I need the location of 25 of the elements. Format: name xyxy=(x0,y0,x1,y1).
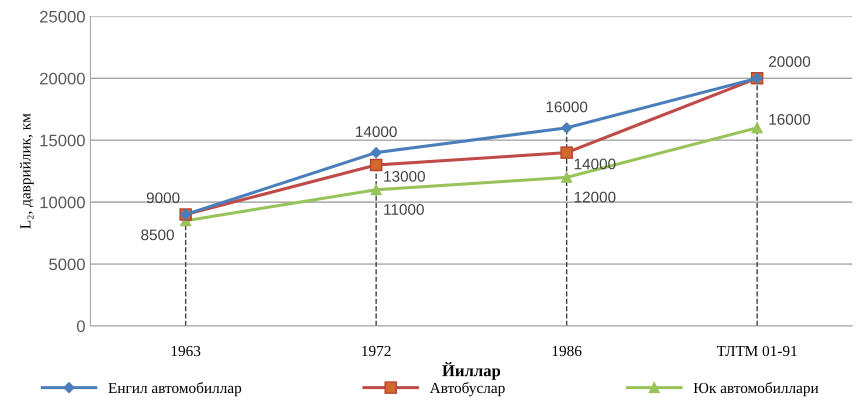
y-tick-label: 10000 xyxy=(40,196,85,208)
data-label: 9000 xyxy=(146,192,180,204)
y-axis-title: L₂, даврийлик, км xyxy=(20,114,34,229)
data-label: 11000 xyxy=(384,204,424,215)
legend-label: Автобуслар xyxy=(430,382,505,396)
data-label: 16000 xyxy=(769,114,810,125)
data-label: 14000 xyxy=(574,158,616,170)
data-label: 14000 xyxy=(356,126,397,138)
x-tick-label: 1963 xyxy=(172,346,200,356)
data-label: 20000 xyxy=(769,56,810,67)
data-label: 13000 xyxy=(384,170,425,182)
x-tick-label: ТЛТМ 01-91 xyxy=(716,346,797,356)
data-label: 12000 xyxy=(574,192,616,202)
y-tick-label: 0 xyxy=(76,320,85,332)
data-label: 8500 xyxy=(141,229,174,240)
y-tick-label: 5000 xyxy=(49,258,85,270)
x-axis-title: Йиллар xyxy=(442,362,500,380)
data-label: 16000 xyxy=(546,102,588,112)
legend-label: Юк автомобиллари xyxy=(694,382,818,396)
x-tick-label: 1972 xyxy=(362,346,391,356)
legend-label: Енгил автомобиллар xyxy=(108,382,242,396)
y-tick-label: 15000 xyxy=(40,134,85,146)
x-tick-label: 1986 xyxy=(552,346,582,356)
y-tick-label: 25000 xyxy=(40,10,85,23)
y-tick-label: 20000 xyxy=(40,72,85,85)
